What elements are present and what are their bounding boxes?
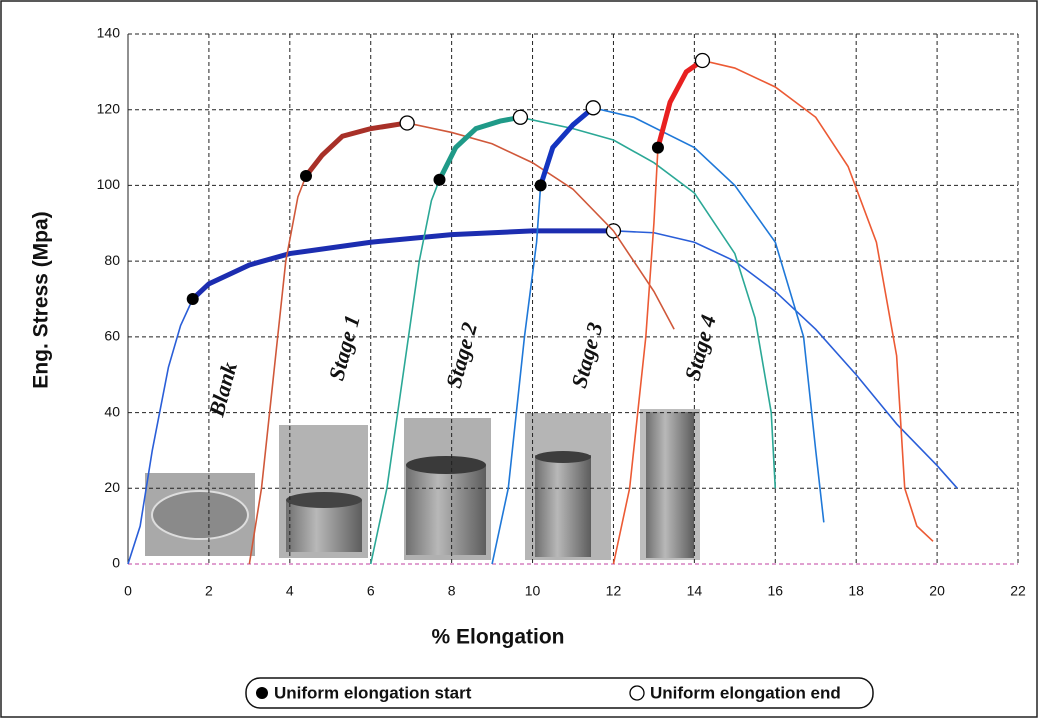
y-tick-label: 100 [97,176,121,192]
uniform-start-marker [433,173,446,186]
x-tick-label: 16 [767,583,783,599]
y-tick-label: 40 [104,403,120,419]
uniform-start-marker [300,169,312,182]
x-tick-label: 22 [1010,583,1026,599]
x-tick-label: 6 [367,583,375,599]
legend-label: Uniform elongation end [650,683,841,702]
x-axis-title: % Elongation [432,626,565,649]
legend-box [245,677,874,709]
y-tick-label: 140 [97,25,121,41]
uniform-start-marker [651,141,664,154]
legend-label: Uniform elongation start [274,683,472,702]
uniform-segment [190,228,616,302]
y-tick-label: 120 [97,100,121,116]
x-tick-label: 4 [286,583,294,599]
uniform-segment [437,114,523,183]
y-tick-label: 20 [104,479,120,495]
x-tick-label: 20 [929,583,945,599]
x-tick-label: 10 [525,583,541,599]
x-tick-label: 18 [848,583,864,599]
uniform-end-marker [512,109,529,125]
uniform-end-marker [585,100,601,116]
x-tick-label: 2 [205,583,213,599]
curve [612,59,934,565]
y-tick-label: 60 [104,328,120,344]
uniform-start-marker [534,179,547,192]
legend-start-symbol [256,687,268,699]
x-tick-label: 0 [124,583,132,599]
x-tick-label: 8 [448,583,456,599]
x-tick-label: 12 [606,583,622,599]
legend-end-symbol [629,685,645,701]
uniform-end-marker [399,115,415,131]
uniform-segment [655,58,705,151]
y-axis-title: Eng. Stress (Mpa) [30,211,53,388]
y-tick-label: 80 [104,252,120,268]
specimen-photos [145,409,700,560]
uniform-start-marker [186,293,199,305]
y-tick-label: 0 [112,555,120,571]
uniform-segment [538,105,596,188]
uniform-segment [303,120,410,179]
uniform-end-marker [694,52,711,69]
x-tick-label: 14 [687,583,703,599]
